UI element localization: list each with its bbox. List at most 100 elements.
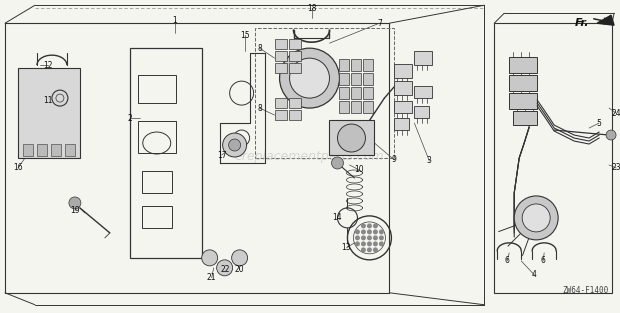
Text: ZW64-F1400: ZW64-F1400 xyxy=(563,286,609,295)
Text: Fr.: Fr. xyxy=(575,18,590,28)
Bar xyxy=(340,73,350,85)
Circle shape xyxy=(223,133,247,157)
Circle shape xyxy=(202,250,218,266)
Bar xyxy=(288,63,301,73)
Text: 13: 13 xyxy=(342,244,352,252)
Bar xyxy=(394,118,409,130)
Bar xyxy=(138,75,175,103)
Text: 12: 12 xyxy=(43,61,53,69)
Bar xyxy=(288,110,301,120)
Text: 17: 17 xyxy=(217,151,226,160)
Text: 6: 6 xyxy=(505,256,510,265)
Circle shape xyxy=(290,58,329,98)
Text: 3: 3 xyxy=(427,156,432,166)
Text: 14: 14 xyxy=(333,213,342,223)
Text: 18: 18 xyxy=(307,4,316,13)
Bar xyxy=(288,39,301,49)
Bar xyxy=(363,87,373,99)
Circle shape xyxy=(332,157,343,169)
Bar xyxy=(288,98,301,108)
Text: 4: 4 xyxy=(532,270,537,279)
Text: 5: 5 xyxy=(596,119,601,128)
Text: 23: 23 xyxy=(611,163,620,172)
Bar xyxy=(275,51,286,61)
Bar xyxy=(275,63,286,73)
Bar xyxy=(394,101,412,113)
Bar xyxy=(363,59,373,71)
Text: 8: 8 xyxy=(257,44,262,53)
Bar xyxy=(513,111,537,125)
Circle shape xyxy=(216,260,232,276)
Circle shape xyxy=(367,235,372,240)
Bar xyxy=(363,101,373,113)
Polygon shape xyxy=(597,15,614,25)
Circle shape xyxy=(367,247,372,252)
Bar xyxy=(275,98,286,108)
Text: 7: 7 xyxy=(377,19,382,28)
Circle shape xyxy=(367,241,372,246)
Bar xyxy=(51,144,61,156)
Circle shape xyxy=(373,229,378,234)
Text: 24: 24 xyxy=(611,109,620,118)
Circle shape xyxy=(367,223,372,228)
Bar xyxy=(414,51,432,65)
Circle shape xyxy=(361,241,366,246)
Circle shape xyxy=(69,197,81,209)
Circle shape xyxy=(367,229,372,234)
Bar xyxy=(352,87,361,99)
Bar xyxy=(275,39,286,49)
Bar xyxy=(65,144,75,156)
Bar xyxy=(142,206,172,228)
Text: 11: 11 xyxy=(43,95,53,105)
Text: 8: 8 xyxy=(257,104,262,113)
Circle shape xyxy=(379,235,384,240)
Text: 22: 22 xyxy=(221,265,231,274)
Circle shape xyxy=(355,235,360,240)
Circle shape xyxy=(229,139,241,151)
Bar xyxy=(414,86,432,98)
Text: ereplacementparts.com: ereplacementparts.com xyxy=(235,150,384,162)
Text: 21: 21 xyxy=(207,273,216,282)
Bar xyxy=(142,171,172,193)
Text: 1: 1 xyxy=(172,16,177,25)
Circle shape xyxy=(361,235,366,240)
Text: 19: 19 xyxy=(70,206,80,215)
Circle shape xyxy=(355,241,360,246)
Bar xyxy=(130,48,202,258)
Circle shape xyxy=(361,247,366,252)
Bar xyxy=(18,68,80,158)
Bar xyxy=(288,51,301,61)
Bar xyxy=(275,110,286,120)
Bar xyxy=(329,120,374,155)
Circle shape xyxy=(361,223,366,228)
Circle shape xyxy=(373,235,378,240)
Circle shape xyxy=(373,241,378,246)
Text: 10: 10 xyxy=(355,166,365,174)
Bar xyxy=(340,87,350,99)
Circle shape xyxy=(606,130,616,140)
Text: 16: 16 xyxy=(13,163,23,172)
Text: 15: 15 xyxy=(240,31,249,40)
Bar xyxy=(509,93,537,109)
Bar xyxy=(509,75,537,91)
Bar xyxy=(394,81,412,95)
Text: 9: 9 xyxy=(392,156,397,165)
Circle shape xyxy=(373,223,378,228)
Circle shape xyxy=(522,204,550,232)
Bar xyxy=(363,73,373,85)
Circle shape xyxy=(514,196,558,240)
Bar xyxy=(23,144,33,156)
Text: 6: 6 xyxy=(541,256,546,265)
Bar xyxy=(414,106,429,118)
Circle shape xyxy=(337,124,365,152)
Circle shape xyxy=(355,229,360,234)
Bar xyxy=(340,101,350,113)
Circle shape xyxy=(280,48,340,108)
Bar xyxy=(352,73,361,85)
Circle shape xyxy=(379,241,384,246)
Bar xyxy=(138,121,175,153)
Bar xyxy=(509,57,537,73)
Bar xyxy=(37,144,47,156)
Text: 20: 20 xyxy=(235,265,244,274)
Bar xyxy=(352,101,361,113)
